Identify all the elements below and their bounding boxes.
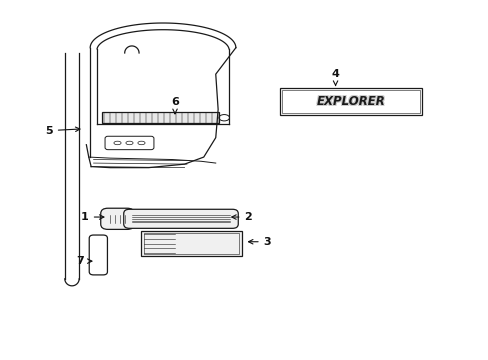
Text: 1: 1 bbox=[81, 212, 103, 222]
Text: EXPLORER: EXPLORER bbox=[317, 94, 386, 107]
Text: EXPLORER: EXPLORER bbox=[316, 95, 385, 108]
Text: EXPLORER: EXPLORER bbox=[317, 96, 386, 109]
FancyBboxPatch shape bbox=[101, 208, 134, 229]
Polygon shape bbox=[102, 112, 219, 123]
Text: 4: 4 bbox=[331, 69, 339, 85]
Text: 5: 5 bbox=[45, 126, 80, 136]
Text: 7: 7 bbox=[76, 256, 92, 266]
Text: 6: 6 bbox=[171, 98, 179, 114]
Text: 2: 2 bbox=[231, 212, 252, 222]
Text: EXPLORER: EXPLORER bbox=[315, 94, 384, 107]
FancyBboxPatch shape bbox=[123, 209, 238, 228]
Text: 3: 3 bbox=[248, 237, 271, 247]
Text: EXPLORER: EXPLORER bbox=[315, 96, 384, 109]
Polygon shape bbox=[141, 231, 242, 256]
